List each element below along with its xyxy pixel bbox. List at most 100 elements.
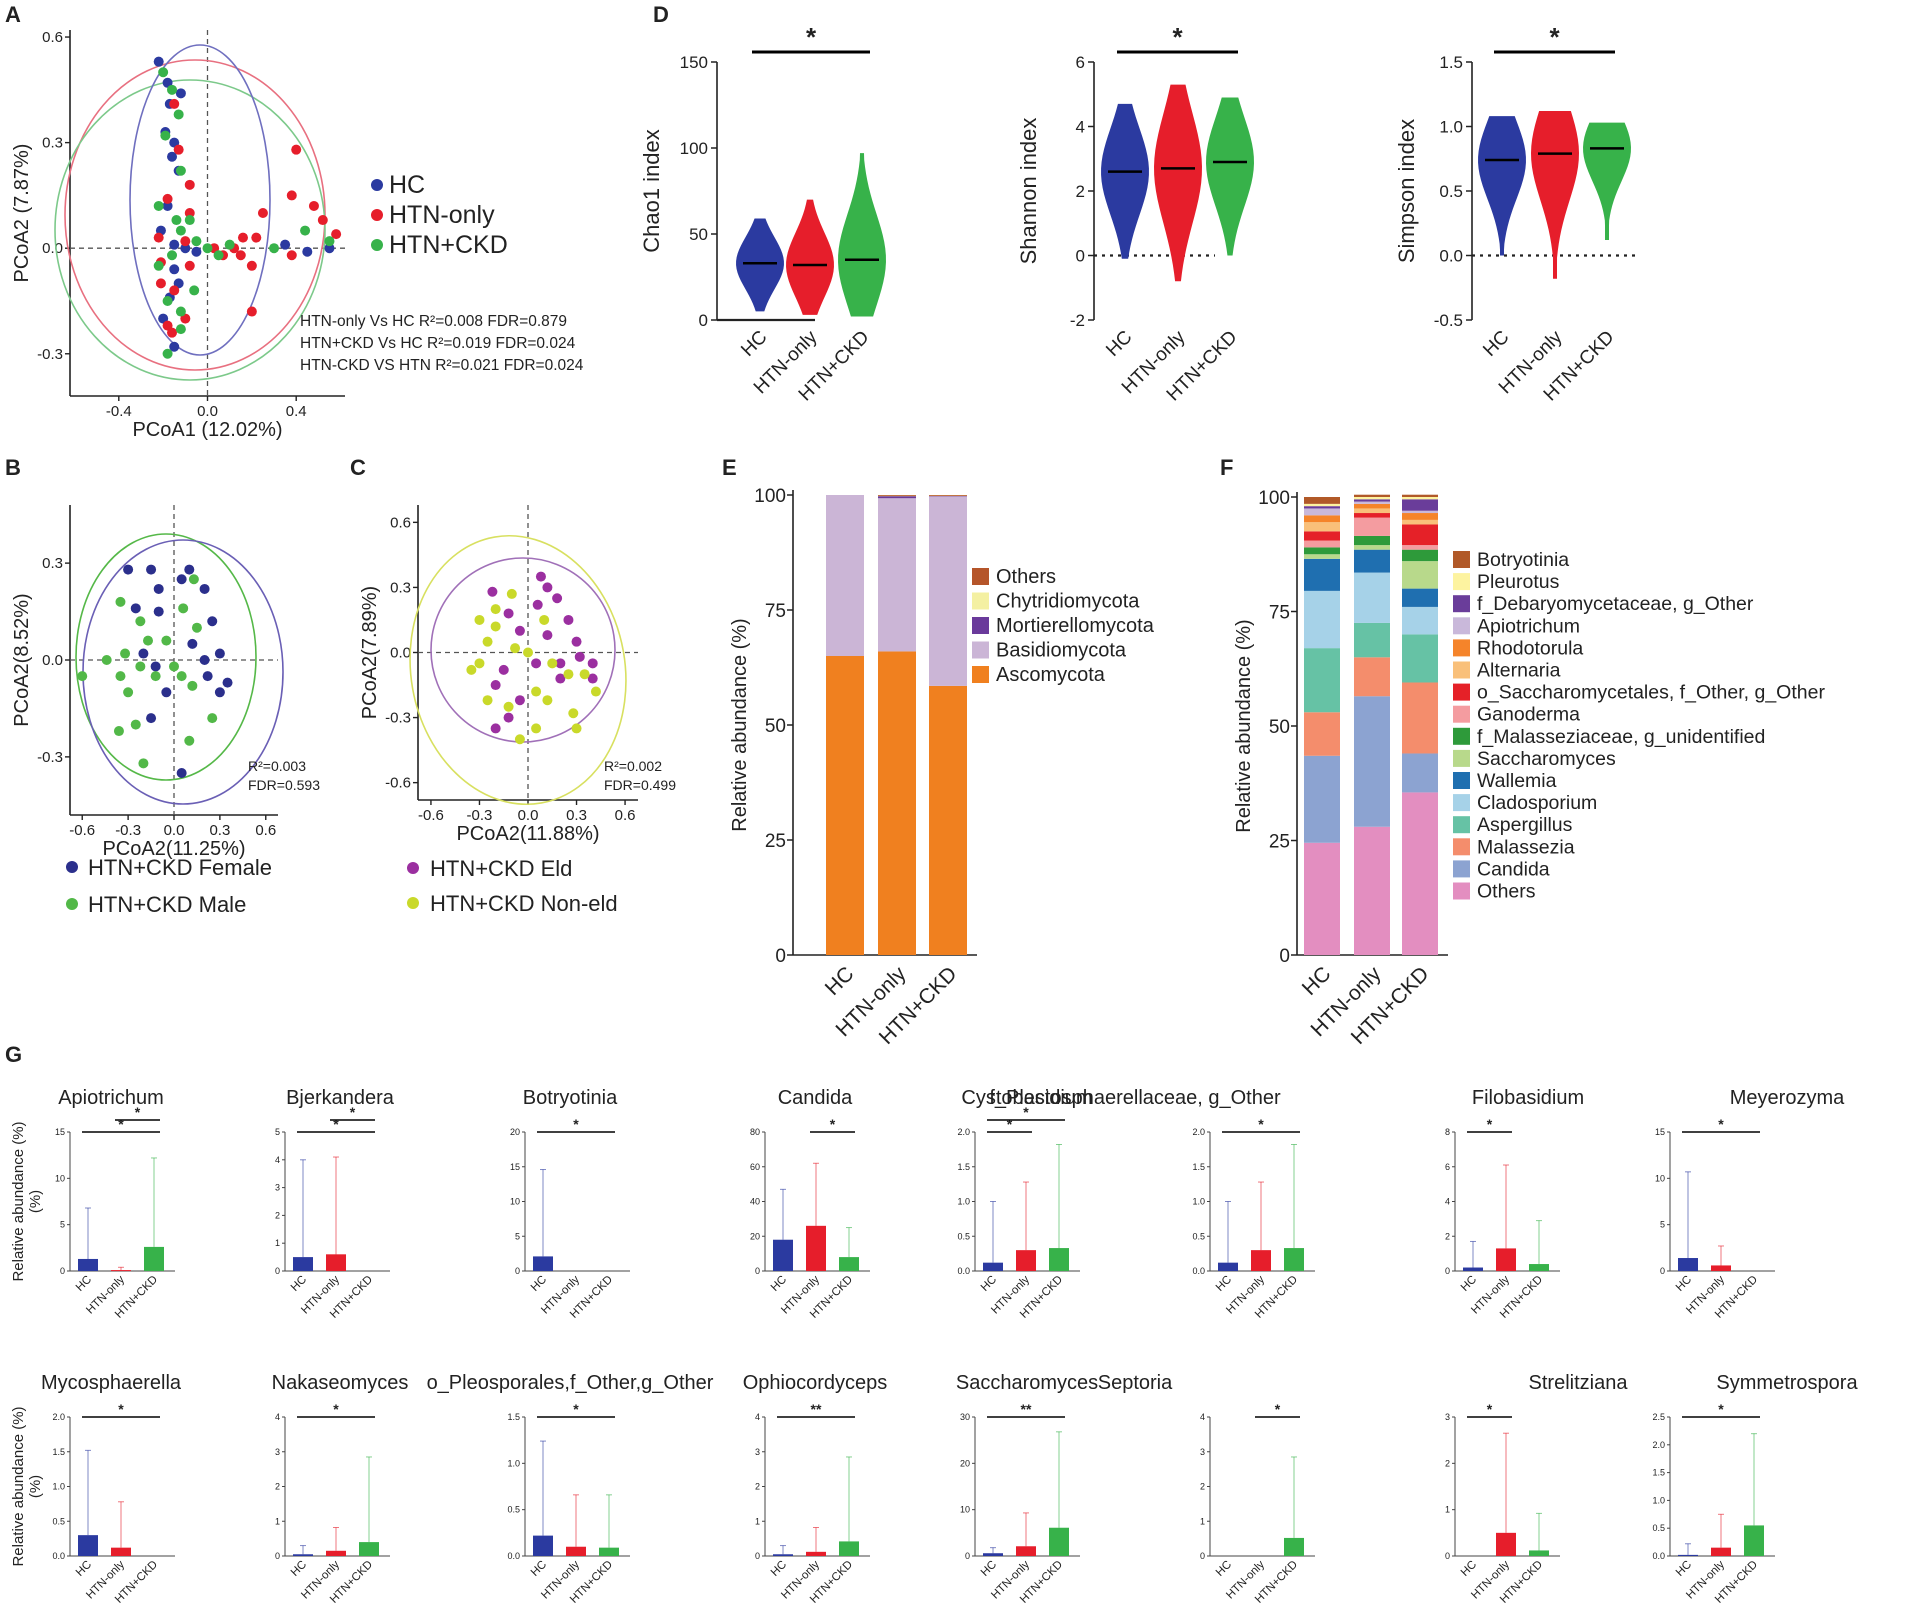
y-tick-label: -0.3	[385, 710, 411, 727]
violin-htn-only	[1154, 84, 1202, 282]
point-htn-ckd	[153, 260, 164, 271]
point-htn-ckd	[171, 215, 182, 226]
bar-htn-only	[1711, 1265, 1731, 1271]
bar-segment-saccharomyces	[1354, 545, 1390, 550]
bar-segment-o-saccharomycetales-f-other-g-other	[1402, 524, 1438, 546]
point-htn-ckd	[189, 285, 200, 296]
point-hc	[169, 264, 180, 275]
point-htn-ckd-non-eld	[474, 614, 485, 625]
bar-segment-candida	[1402, 753, 1438, 793]
point-htn-ckd	[167, 250, 178, 261]
point-htn-ckd-male	[123, 687, 134, 698]
bar-hc	[78, 1258, 98, 1271]
y-tick-label: 1.0	[1652, 1495, 1665, 1505]
point-htn-ckd-non-eld	[579, 669, 590, 680]
legend-swatch	[1453, 595, 1470, 613]
point-hc	[180, 243, 191, 254]
point-hc	[324, 243, 335, 254]
point-htn-only	[286, 250, 297, 261]
significance-star: *	[1007, 1116, 1013, 1132]
confidence-ellipse	[129, 44, 271, 356]
bar-segment-apiotrichum	[1354, 501, 1390, 504]
violin-htn-only	[1531, 111, 1579, 279]
legend-label: Ascomycota	[996, 664, 1106, 686]
bar-segment-others	[878, 495, 916, 496]
bar-hc	[293, 1554, 313, 1556]
y-axis-label: Shannon index	[1016, 118, 1041, 265]
point-htn-only	[331, 229, 342, 240]
significance-star: *	[1258, 1116, 1264, 1132]
point-hc	[175, 88, 186, 99]
legend-label: HTN-only	[389, 201, 495, 229]
bar-segment-saccharomyces	[1402, 561, 1438, 589]
point-htn-ckd-eld	[542, 582, 553, 593]
panel-label-b: B	[5, 455, 21, 480]
legend-swatch	[972, 568, 989, 585]
stats-text: HTN-only Vs HC R²=0.008 FDR=0.879	[300, 313, 567, 330]
subchart-title: Saccharomyces	[956, 1372, 1098, 1394]
subchart-title: Ophiocordyceps	[743, 1372, 888, 1394]
point-htn-ckd-male	[101, 655, 112, 665]
subchart-title: Meyerozyma	[1730, 1087, 1845, 1109]
point-htn-ckd-male	[178, 603, 189, 614]
bar-hc	[533, 1535, 553, 1556]
y-tick-label: 15	[510, 1162, 520, 1172]
bar-hc	[1463, 1267, 1483, 1271]
y-tick-label: 0	[1660, 1266, 1665, 1276]
bar-htn-ckd	[144, 1246, 164, 1271]
y-tick-label: 4	[1076, 118, 1085, 137]
bar-htn-ckd	[1744, 1525, 1764, 1556]
bar-htn-ckd	[1529, 1550, 1549, 1556]
point-htn-ckd	[324, 236, 335, 247]
y-tick-label: 20	[750, 1231, 760, 1241]
point-htn-ckd-male	[207, 713, 218, 724]
y-tick-label: 0.0	[52, 1551, 65, 1561]
point-htn-ckd	[167, 84, 178, 95]
stats-text: FDR=0.593	[248, 777, 320, 793]
bar-hc	[983, 1262, 1003, 1271]
x-tick-label: HC	[737, 327, 771, 361]
y-tick-label: 3	[1445, 1412, 1450, 1422]
legend-label: Alternaria	[1477, 660, 1561, 682]
significance-star: *	[1172, 22, 1183, 52]
point-htn-ckd	[184, 215, 195, 226]
y-tick-label: 0.0	[1192, 1266, 1205, 1276]
point-htn-ckd-male	[113, 726, 124, 737]
legend-label: HTN+CKD Male	[88, 892, 246, 917]
y-tick-label: -0.3	[37, 749, 63, 766]
y-tick-label: 100	[680, 139, 708, 158]
point-htn-ckd-male	[135, 661, 146, 672]
legend-swatch	[1453, 727, 1470, 745]
y-tick-label: 1.0	[1439, 118, 1463, 137]
y-tick-label: 2.5	[1652, 1412, 1665, 1422]
legend-swatch	[1453, 838, 1470, 856]
confidence-ellipse	[54, 79, 326, 381]
point-htn-ckd-female	[153, 583, 164, 594]
y-tick-label: 0.3	[42, 555, 63, 572]
point-htn-only	[246, 306, 257, 317]
point-htn-ckd	[162, 295, 173, 306]
point-htn-ckd-male	[187, 680, 198, 691]
bar-segment-malassezia	[1402, 682, 1438, 754]
y-axis-label: Relative abundance (%)	[1233, 619, 1255, 832]
bar-segment-wallemia	[1304, 558, 1340, 591]
violin-htn-ckd	[1206, 97, 1254, 256]
bar-segment-aspergillus	[1304, 648, 1340, 713]
bar-segment-mortierellomycota	[878, 495, 916, 499]
confidence-ellipse	[75, 533, 257, 781]
bar-segment-pleurotus	[1304, 503, 1340, 507]
y-tick-label: 0.5	[1439, 182, 1463, 201]
significance-star: *	[333, 1401, 339, 1417]
point-htn-ckd-female	[161, 687, 172, 698]
bar-segment-others	[1402, 792, 1438, 955]
point-htn-ckd-male	[169, 661, 179, 672]
y-tick-label: 0.0	[1439, 247, 1463, 266]
point-htn-ckd	[300, 225, 311, 236]
legend-label: Apiotrichum	[1477, 615, 1580, 637]
y-tick-label: 0	[755, 1266, 760, 1276]
y-tick-label: 25	[765, 831, 786, 852]
legend-swatch	[1453, 860, 1470, 878]
point-hc	[169, 341, 180, 352]
